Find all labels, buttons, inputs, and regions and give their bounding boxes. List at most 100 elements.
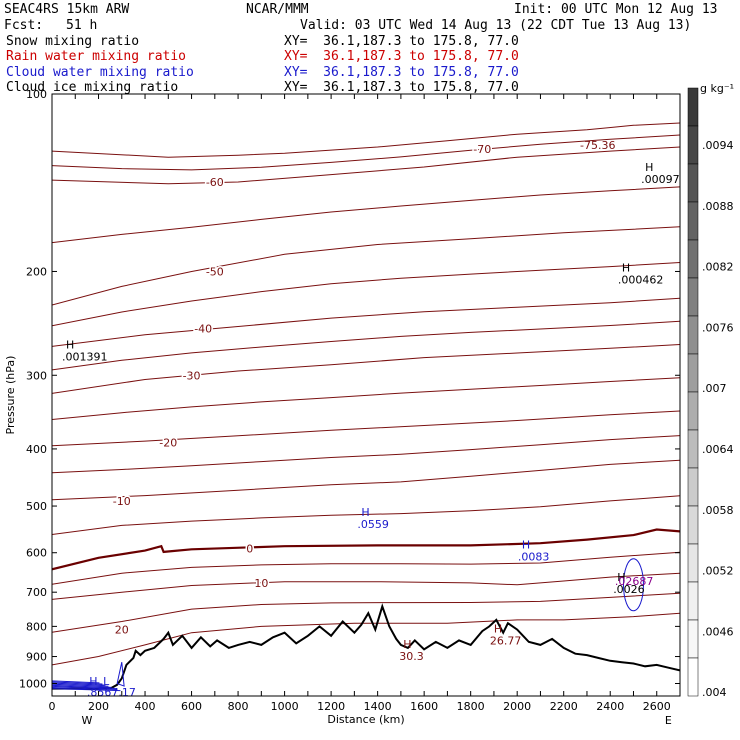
y-tick-label: 1000 [19, 678, 47, 691]
isotherm-label: -40 [194, 323, 212, 336]
isotherm-line [52, 612, 680, 666]
x-tick-label: 800 [228, 700, 249, 713]
isotherm-line [52, 226, 680, 306]
field-xy-cloud-ice: XY= 36.1,187.3 to 175.8, 77.0 [284, 80, 519, 95]
cloud-water-contour [52, 685, 115, 689]
x-axis-label: Distance (km) [327, 713, 404, 726]
extremum-high-marker: H [361, 506, 369, 519]
colorbar-swatch [687, 505, 699, 545]
terrain-line [52, 603, 680, 690]
cloud-water-closed-contour [622, 558, 644, 612]
cloud-water-contour [52, 688, 121, 692]
y-tick-label: 700 [26, 586, 47, 599]
isotherm-line [52, 572, 680, 600]
center-title: NCAR/MMM [246, 2, 309, 17]
isotherm-line [52, 410, 680, 447]
surface-low-marker: L [103, 675, 110, 688]
colorbar-swatch [687, 277, 699, 317]
extremum-value: .001391 [62, 350, 107, 363]
extremum-value: 26.77 [490, 635, 521, 648]
y-tick-label: 500 [26, 500, 47, 513]
field-name-snow: Snow mixing ratio [6, 34, 140, 49]
colorbar-swatch [687, 315, 699, 355]
colorbar-swatch [687, 87, 699, 127]
isotherm-minor [52, 320, 680, 371]
x-tick-label: 2200 [550, 700, 578, 713]
colorbar-label: .0094 [702, 139, 734, 152]
cloud-water-contour [52, 680, 100, 684]
x-tick-label: 200 [88, 700, 109, 713]
x-tick-label: 1400 [364, 700, 392, 713]
extremum-high-marker: H [617, 571, 625, 584]
isotherm-label: -30 [183, 369, 201, 382]
colorbar-swatch [687, 353, 699, 393]
x-end-label-east: E [665, 714, 672, 727]
isotherm-label: -70 [473, 143, 491, 156]
x-end-label-west: W [81, 714, 92, 727]
colorbar-swatch [687, 467, 699, 507]
y-tick-label: 300 [26, 369, 47, 382]
cloud-water-contour [52, 683, 109, 687]
cloud-water-contour [52, 687, 118, 691]
isotherm-label: -60 [206, 176, 224, 189]
extremum-value: .000462 [618, 273, 664, 286]
extremum-value: 30.3 [399, 650, 424, 663]
colorbar-swatch [687, 125, 699, 165]
colorbar-swatch [687, 543, 699, 583]
cloud-water-contour [52, 684, 112, 688]
isotherm-label: -10 [113, 495, 131, 508]
colorbar-label: .0082 [702, 261, 734, 274]
model-title: SEAC4RS 15km ARW [4, 2, 130, 17]
colorbar-swatch [687, 239, 699, 279]
isotherm-label: -20 [159, 436, 177, 449]
colorbar-unit: g kg⁻¹ [700, 82, 734, 95]
isotherm-label: 10 [254, 577, 268, 590]
colorbar-label: .0076 [702, 321, 734, 334]
extremum-value: .00097 [641, 173, 680, 186]
isotherm-minor [52, 495, 680, 535]
y-tick-label: 600 [26, 547, 47, 560]
x-tick-label: 1600 [410, 700, 438, 713]
isotherm-minor [52, 551, 680, 585]
field-xy-rain: XY= 36.1,187.3 to 175.8, 77.0 [284, 49, 519, 64]
extremum-high-marker: H [494, 623, 502, 636]
isotherm-label: 20 [115, 624, 129, 637]
contour-group [52, 122, 680, 692]
isotherm-label: 0 [246, 542, 253, 555]
field-name-cloud-water: Cloud water mixing ratio [6, 65, 194, 80]
y-tick-label: 200 [26, 265, 47, 278]
isotherm-line [52, 459, 680, 501]
field-xy-cloud-water: XY= 36.1,187.3 to 175.8, 77.0 [284, 65, 519, 80]
isotherm-label: -50 [206, 265, 224, 278]
extremum-high-marker: H [403, 638, 411, 651]
colorbar-label: .0058 [702, 504, 734, 517]
colorbar-swatch [687, 391, 699, 431]
overlap-value-label: .02687 [615, 575, 654, 588]
colorbar-swatch [687, 429, 699, 469]
isotherm-minor [52, 262, 680, 327]
fcst-label: Fcst: [4, 18, 44, 33]
colorbar-label: .0088 [702, 200, 734, 213]
extremum-value: .0026 [613, 583, 645, 596]
colorbar-swatch [687, 657, 699, 697]
extremum-high-marker: H [622, 261, 630, 274]
colorbar-label: .007 [702, 382, 727, 395]
x-tick-label: 400 [135, 700, 156, 713]
surface-high-marker: H [89, 675, 97, 688]
y-tick-label: 800 [26, 620, 47, 633]
y-axis-label: Pressure (hPa) [4, 356, 17, 435]
field-xy-snow: XY= 36.1,187.3 to 175.8, 77.0 [284, 34, 519, 49]
cloud-water-contour [116, 662, 125, 687]
colorbar-label: .004 [702, 686, 727, 699]
y-tick-label: 100 [26, 88, 47, 101]
isotherm-line [52, 297, 680, 347]
y-tick-label: 400 [26, 443, 47, 456]
x-tick-label: 1800 [457, 700, 485, 713]
isotherm-minor [52, 435, 680, 474]
init-time: Init: 00 UTC Mon 12 Aug 13 [514, 2, 718, 17]
x-tick-label: 2400 [596, 700, 624, 713]
x-tick-label: 1200 [317, 700, 345, 713]
extremum-value: .0083 [518, 550, 550, 563]
minimum-temp-label: -75.36 [580, 139, 615, 152]
